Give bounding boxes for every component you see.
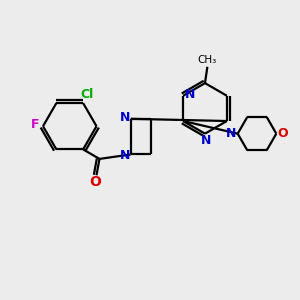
Text: CH₃: CH₃ (198, 55, 217, 65)
Text: N: N (226, 127, 236, 140)
Text: N: N (120, 149, 130, 162)
Text: N: N (184, 88, 195, 101)
Text: O: O (89, 175, 101, 189)
Text: F: F (30, 118, 39, 131)
Text: O: O (278, 127, 288, 140)
Text: Cl: Cl (80, 88, 93, 101)
Text: N: N (120, 111, 130, 124)
Text: N: N (201, 134, 212, 147)
